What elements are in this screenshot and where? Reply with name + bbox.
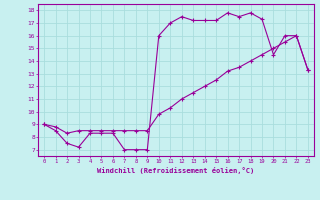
X-axis label: Windchill (Refroidissement éolien,°C): Windchill (Refroidissement éolien,°C)	[97, 167, 255, 174]
